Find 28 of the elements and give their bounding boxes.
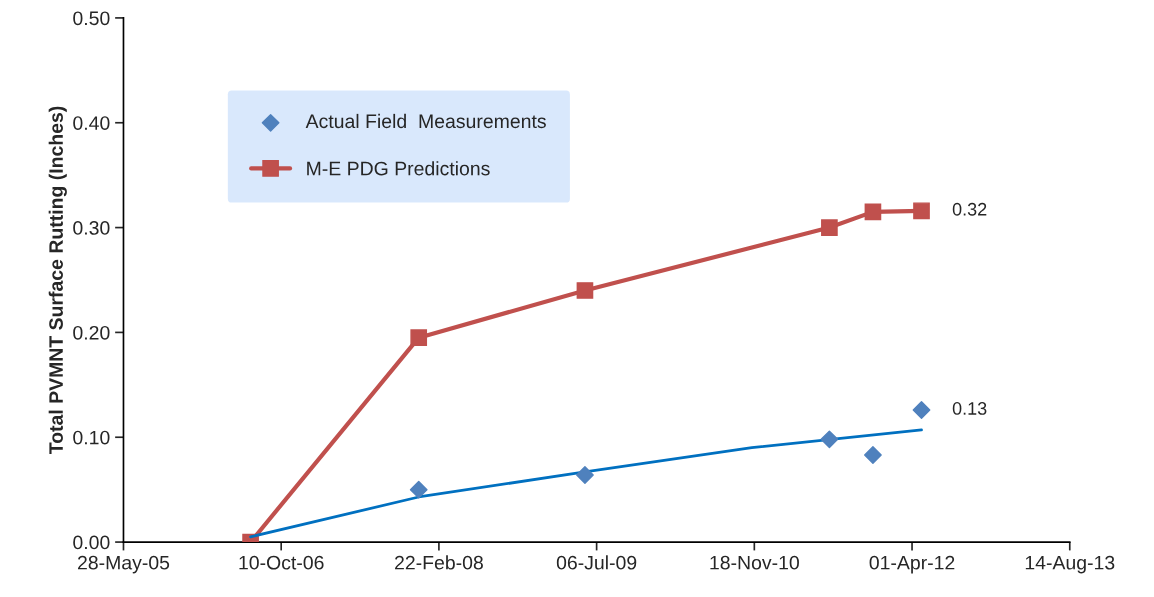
x-tick-label: 01-Apr-12 bbox=[869, 555, 955, 574]
point bbox=[864, 446, 882, 464]
point bbox=[409, 480, 428, 499]
y-axis-title: Total PVMNT Surface Rutting (Inches) bbox=[48, 106, 67, 455]
point bbox=[576, 282, 594, 299]
data-label: 0.13 bbox=[952, 402, 987, 415]
point bbox=[820, 430, 839, 449]
x-tick-label: 06-Jul-09 bbox=[556, 555, 637, 570]
legend-label: M-E PDG Predictions bbox=[307, 161, 490, 176]
point bbox=[913, 202, 930, 220]
point bbox=[864, 203, 882, 221]
x-tick-label: 28-May-05 bbox=[77, 555, 170, 574]
x-tick-label: 10-Oct-06 bbox=[239, 555, 324, 570]
legend-label: Actual Field Measurements bbox=[305, 113, 546, 129]
x-tick-label: 22-Feb-08 bbox=[395, 555, 483, 570]
point bbox=[410, 329, 428, 346]
point bbox=[576, 466, 594, 484]
y-tick-label: 0.50 bbox=[73, 11, 110, 26]
point bbox=[821, 219, 838, 236]
point bbox=[912, 401, 931, 419]
y-tick-label: 0.40 bbox=[73, 116, 110, 130]
x-tick-label: 14-Aug-13 bbox=[1025, 555, 1115, 574]
y-tick-label: 0.30 bbox=[73, 221, 110, 235]
y-tick-label: 0.20 bbox=[73, 325, 110, 340]
y-tick-label: 0.00 bbox=[73, 535, 110, 550]
data-label: 0.32 bbox=[952, 202, 987, 216]
x-tick-label: 18-Nov-10 bbox=[710, 555, 799, 570]
y-tick-label: 0.10 bbox=[73, 430, 110, 445]
